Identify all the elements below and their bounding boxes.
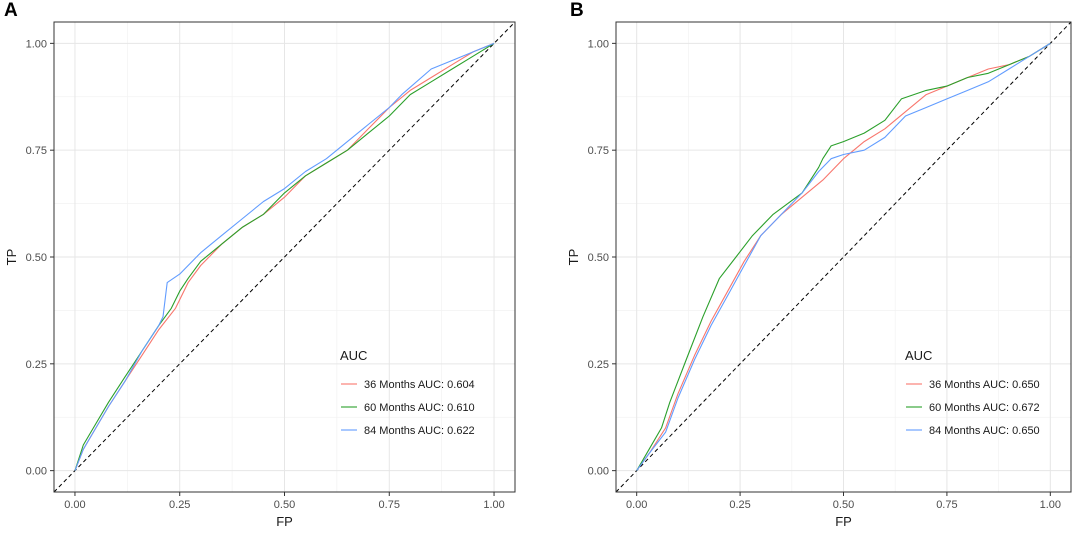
legend-entry: 36 Months AUC: 0.604 <box>364 379 475 391</box>
chart-panel-b: B 0.00 0.25 0.50 0.75 1.00 0.00 0.25 0.50 0.75 1.0… <box>566 0 1072 529</box>
legend-title: AUC <box>340 348 367 363</box>
x-tick-label: 0.50 <box>833 499 854 511</box>
x-tick-label: 0.75 <box>379 499 400 511</box>
legend-entry: 36 Months AUC: 0.650 <box>929 379 1040 391</box>
chart-panel-a: A 0.00 0.25 0.50 0.75 1.00 0.00 0.25 0.50 0.75 1.0… <box>4 0 516 529</box>
x-tick-label: 1.00 <box>483 499 504 511</box>
y-tick-label: 0.00 <box>588 466 609 478</box>
legend-entry: 60 Months AUC: 0.672 <box>929 402 1040 414</box>
y-tick-label: 0.50 <box>588 252 609 264</box>
reference-diagonal <box>53 21 516 493</box>
y-tick-label: 1.00 <box>588 38 609 50</box>
legend-entry: 60 Months AUC: 0.610 <box>364 402 475 414</box>
x-tick-label: 1.00 <box>1040 499 1061 511</box>
legend: AUC 36 Months AUC: 0.650 60 Months AUC: 0.… <box>905 348 1040 439</box>
y-tick-label: 0.25 <box>588 359 609 371</box>
x-tick-label: 0.00 <box>626 499 647 511</box>
legend-title: AUC <box>905 348 932 363</box>
panel-label: A <box>4 0 18 21</box>
y-tick-label: 0.75 <box>26 145 47 157</box>
series-line-2 <box>74 42 495 471</box>
x-axis-title: FP <box>835 514 852 529</box>
y-axis-title: TP <box>4 249 19 266</box>
grid <box>616 22 1071 492</box>
series-line-3 <box>636 42 1051 471</box>
x-tick-label: 0.50 <box>274 499 295 511</box>
panel-label: B <box>570 0 584 21</box>
x-axis-title: FP <box>276 514 293 529</box>
x-tick-label: 0.25 <box>729 499 750 511</box>
x-tick-label: 0.25 <box>169 499 190 511</box>
x-tick-label: 0.00 <box>64 499 85 511</box>
series-line-1 <box>636 42 1051 471</box>
y-axis-title: TP <box>566 249 581 266</box>
legend-entry: 84 Months AUC: 0.622 <box>364 425 475 437</box>
y-tick-label: 0.25 <box>26 359 47 371</box>
y-tick-label: 0.50 <box>26 252 47 264</box>
y-tick-label: 0.00 <box>26 466 47 478</box>
legend-entry: 84 Months AUC: 0.650 <box>929 425 1040 437</box>
legend: AUC 36 Months AUC: 0.604 60 Months AUC: 0.… <box>340 348 475 439</box>
y-tick-label: 1.00 <box>26 38 47 50</box>
series-line-2 <box>636 42 1051 471</box>
series-line-3 <box>74 42 495 471</box>
x-tick-label: 0.75 <box>936 499 957 511</box>
y-tick-label: 0.75 <box>588 145 609 157</box>
